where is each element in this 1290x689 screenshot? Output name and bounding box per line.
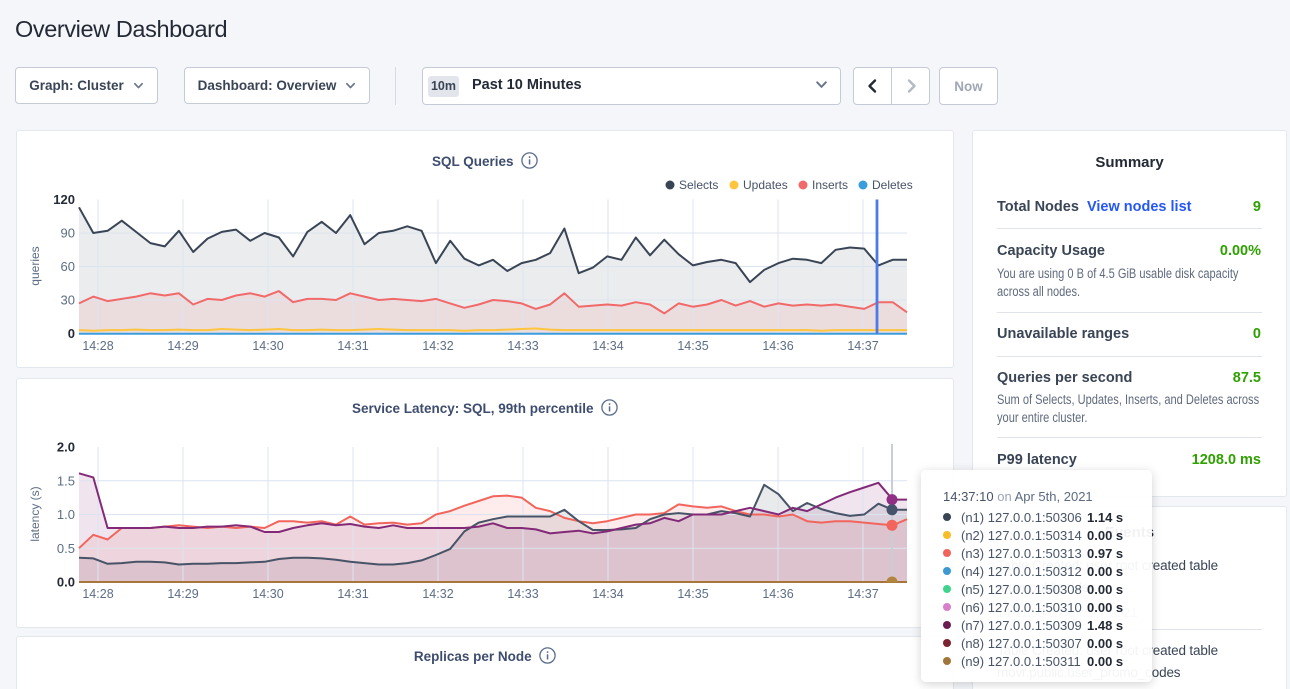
svg-text:Deletes: Deletes xyxy=(872,178,913,192)
svg-text:14:37: 14:37 xyxy=(847,339,878,353)
svg-text:Selects: Selects xyxy=(679,178,718,192)
svg-text:queries: queries xyxy=(28,246,42,285)
svg-text:14:28: 14:28 xyxy=(82,339,113,353)
svg-text:1.0: 1.0 xyxy=(57,507,75,522)
svg-text:120: 120 xyxy=(53,192,75,207)
svg-text:14:31: 14:31 xyxy=(337,587,368,601)
svg-text:14:36: 14:36 xyxy=(762,339,793,353)
svg-text:14:29: 14:29 xyxy=(167,339,198,353)
svg-text:14:28: 14:28 xyxy=(82,587,113,601)
svg-text:14:30: 14:30 xyxy=(252,587,283,601)
svg-text:14:35: 14:35 xyxy=(677,339,708,353)
svg-text:14:31: 14:31 xyxy=(337,339,368,353)
svg-text:0: 0 xyxy=(68,326,75,341)
svg-text:0.0: 0.0 xyxy=(57,575,75,590)
svg-text:60: 60 xyxy=(61,259,75,274)
svg-text:30: 30 xyxy=(61,293,75,308)
svg-text:14:32: 14:32 xyxy=(422,587,453,601)
svg-text:14:32: 14:32 xyxy=(422,339,453,353)
svg-text:14:36: 14:36 xyxy=(762,587,793,601)
svg-text:14:33: 14:33 xyxy=(507,587,538,601)
svg-text:0.5: 0.5 xyxy=(57,541,75,556)
svg-text:14:34: 14:34 xyxy=(592,587,623,601)
svg-text:14:33: 14:33 xyxy=(507,339,538,353)
svg-text:Updates: Updates xyxy=(743,178,788,192)
svg-text:14:37: 14:37 xyxy=(847,587,878,601)
svg-text:1.5: 1.5 xyxy=(57,473,75,488)
svg-text:14:29: 14:29 xyxy=(167,587,198,601)
svg-text:2.0: 2.0 xyxy=(57,440,75,455)
svg-text:Inserts: Inserts xyxy=(812,178,848,192)
svg-text:latency (s): latency (s) xyxy=(28,486,42,541)
svg-text:14:30: 14:30 xyxy=(252,339,283,353)
svg-text:14:35: 14:35 xyxy=(677,587,708,601)
svg-text:90: 90 xyxy=(61,226,75,241)
svg-text:14:34: 14:34 xyxy=(592,339,623,353)
